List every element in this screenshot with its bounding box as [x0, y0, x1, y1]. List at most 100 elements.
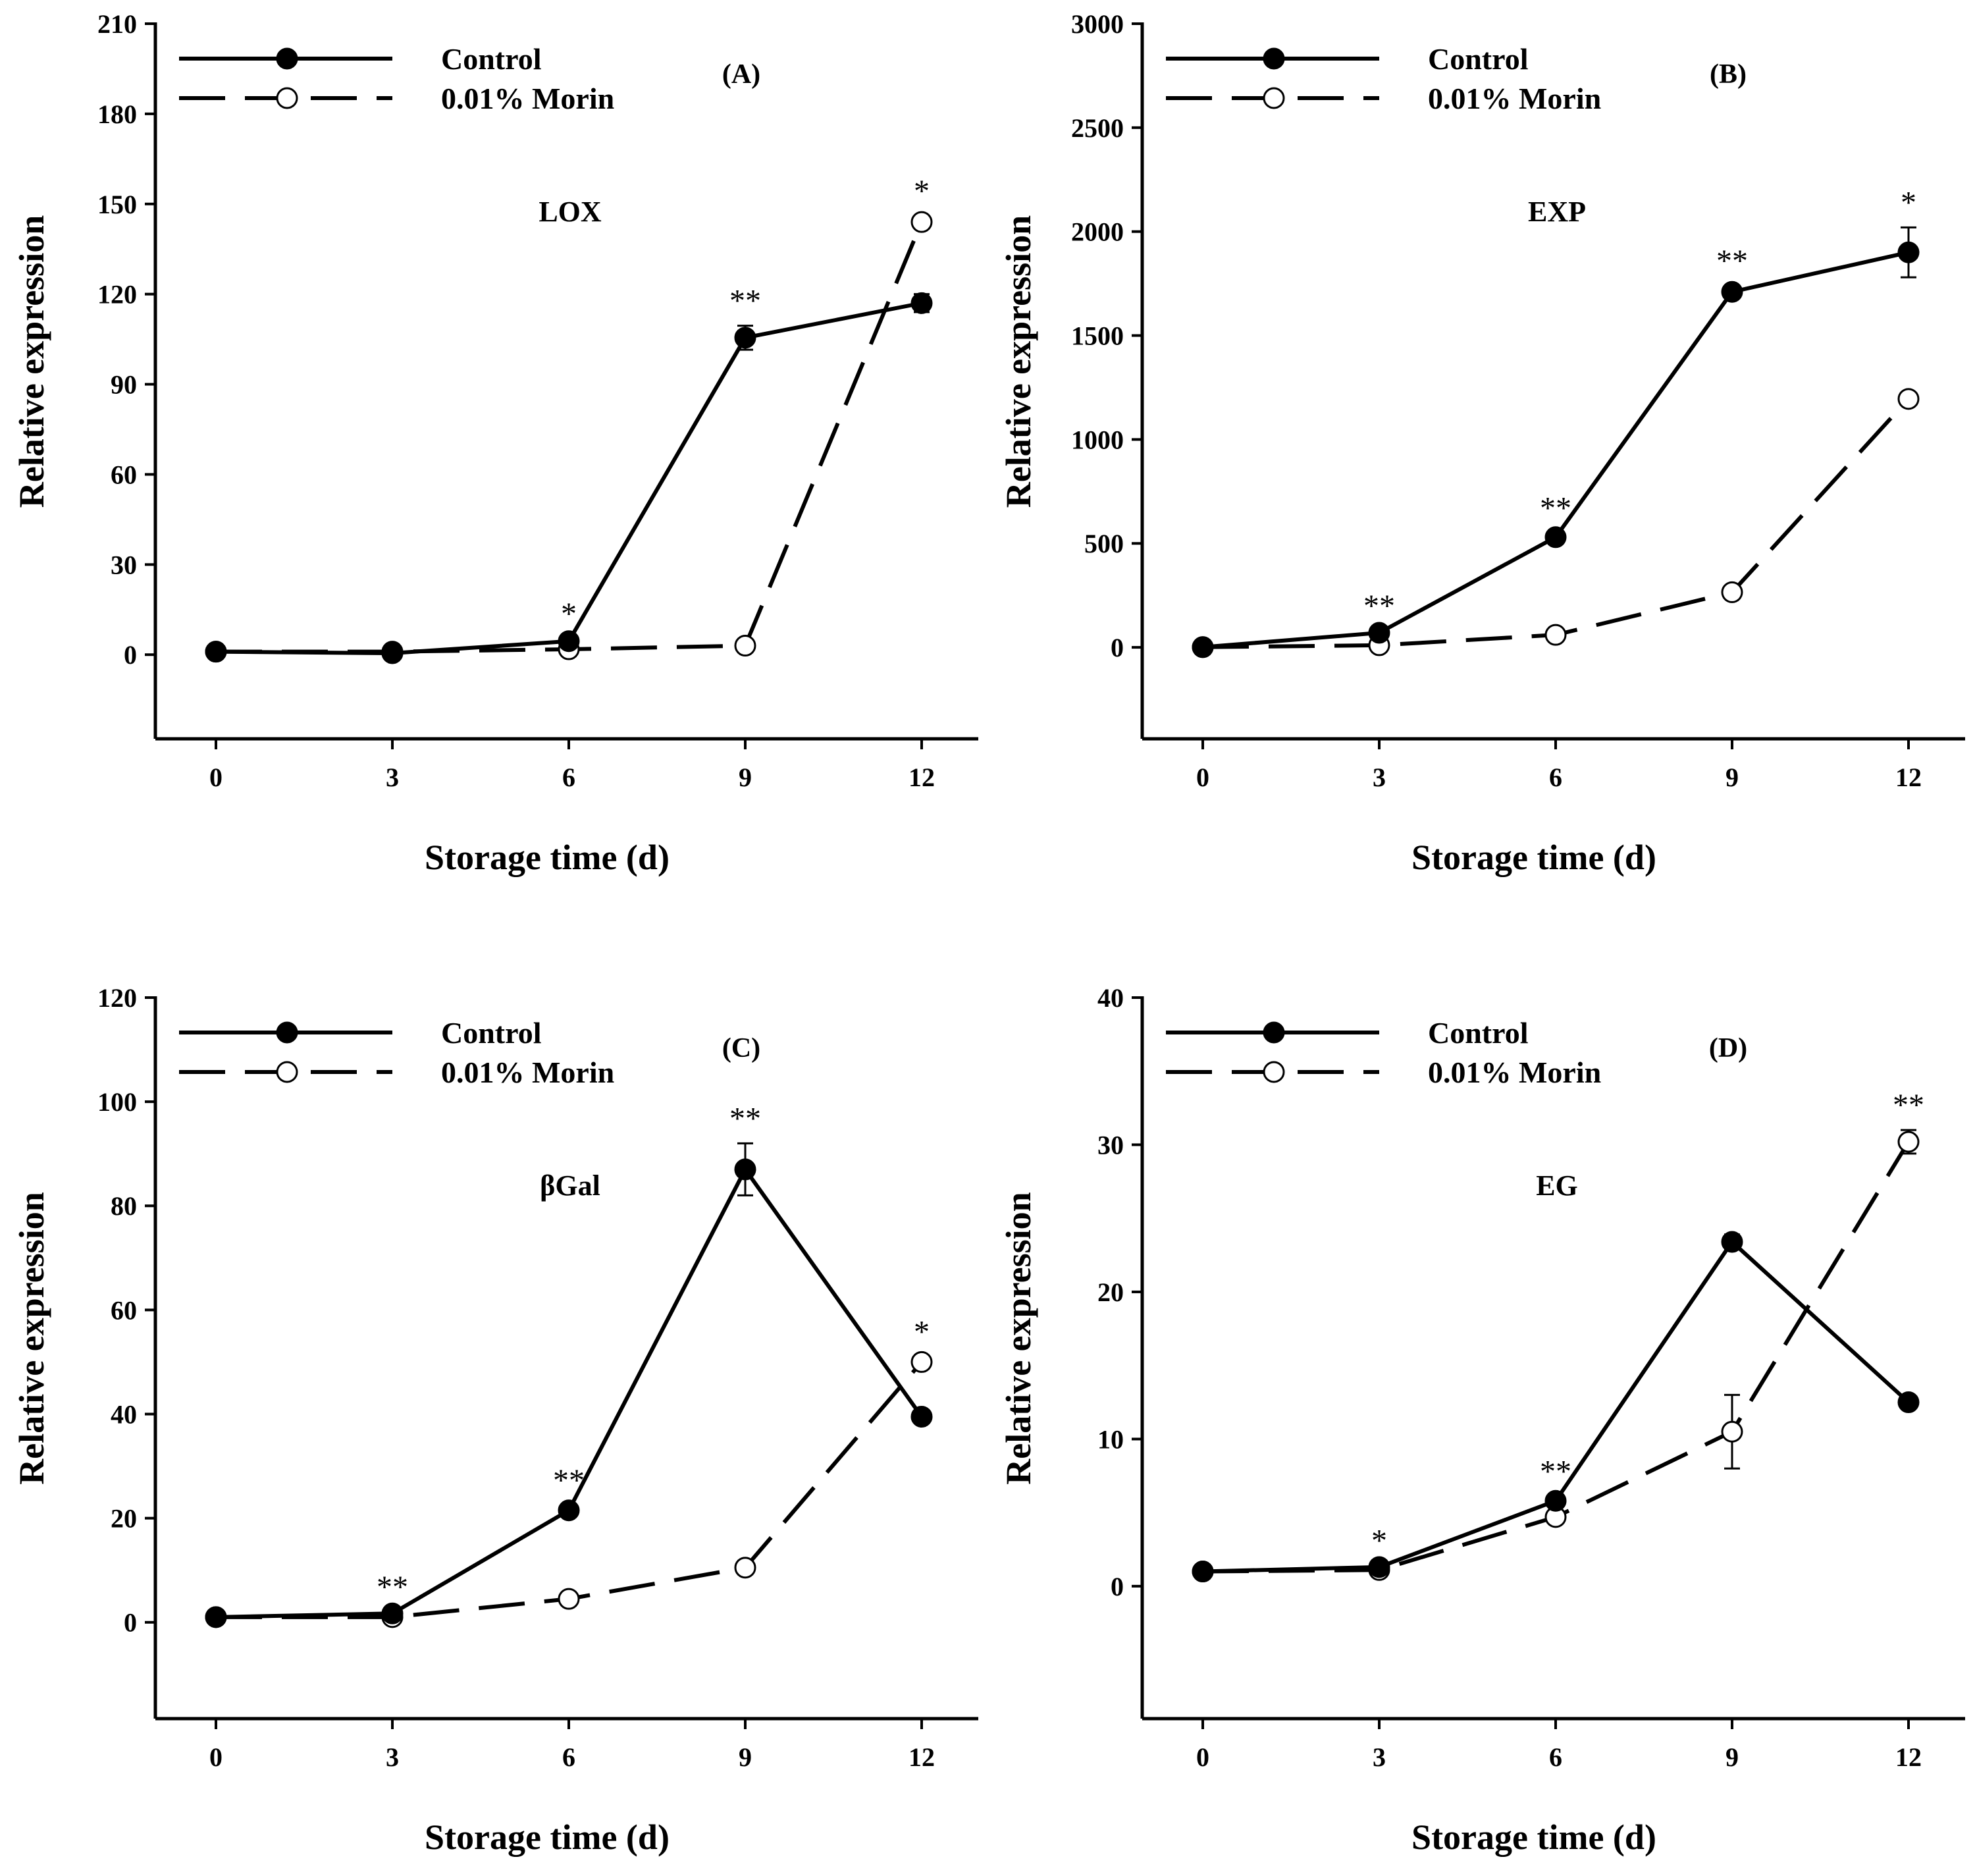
data-point-control	[205, 641, 227, 663]
gene-label: βGal	[540, 1169, 600, 1202]
data-point-control	[910, 1405, 933, 1428]
data-point-morin	[734, 1557, 756, 1579]
significance-marker: **	[377, 1570, 408, 1605]
significance-marker: *	[1901, 185, 1916, 220]
legend-control-marker	[276, 1021, 298, 1044]
y-tick-label: 180	[97, 99, 137, 129]
y-tick-label: 120	[97, 983, 137, 1013]
series-line-control	[1202, 250, 1909, 649]
y-tick-label: 60	[111, 1295, 137, 1325]
data-point-control	[734, 1158, 756, 1181]
x-axis-title: Storage time (d)	[425, 838, 670, 877]
data-point-control	[381, 642, 404, 664]
data-point-control	[1544, 1489, 1567, 1512]
y-tick-label: 90	[111, 370, 137, 400]
y-tick-label: 60	[111, 460, 137, 489]
significance-marker: **	[1540, 491, 1571, 525]
data-point-morin	[910, 211, 933, 233]
data-point-control	[205, 1606, 227, 1628]
y-axis-title: Relative expression	[999, 215, 1038, 508]
x-tick-label: 0	[209, 763, 223, 792]
x-tick-label: 3	[1373, 1742, 1386, 1772]
x-tick-label: 12	[1895, 763, 1922, 792]
x-axis-title: Storage time (d)	[425, 1817, 670, 1857]
data-point-control	[1721, 1231, 1743, 1253]
panel-b: 0 500 1000 1500 2000 2500 3000 0 3 6 9 12 Storage ti…	[999, 9, 1965, 877]
y-tick-label: 1000	[1071, 425, 1124, 454]
panel-label: (A)	[722, 59, 760, 90]
y-tick-label: 10	[1097, 1424, 1124, 1454]
significance-marker: **	[729, 284, 761, 319]
legend-morin-marker	[1263, 87, 1285, 109]
y-tick-label: 0	[124, 640, 137, 670]
data-point-control	[1544, 526, 1567, 549]
gene-label: EXP	[1528, 196, 1586, 228]
y-tick-label: 2000	[1071, 217, 1124, 247]
gene-label: LOX	[539, 196, 602, 228]
data-point-control	[1897, 241, 1920, 263]
legend-control-label: Control	[441, 1016, 542, 1050]
data-point-morin	[1897, 1131, 1920, 1153]
data-point-morin	[1721, 1420, 1743, 1443]
x-tick-label: 0	[1196, 1742, 1209, 1772]
data-point-control	[381, 1602, 404, 1624]
x-tick-label: 6	[1549, 763, 1562, 792]
x-tick-label: 6	[562, 1742, 575, 1772]
y-tick-label: 0	[1111, 633, 1124, 662]
x-axis-title: Storage time (d)	[1411, 1817, 1656, 1857]
x-tick-label: 0	[1196, 763, 1209, 792]
significance-marker: **	[1363, 589, 1395, 624]
panel-label: (C)	[722, 1033, 760, 1063]
data-point-control	[1192, 636, 1214, 658]
data-point-morin	[558, 1588, 580, 1610]
data-point-control	[1192, 1561, 1214, 1583]
y-tick-label: 120	[97, 280, 137, 309]
x-tick-label: 9	[1725, 1742, 1739, 1772]
x-tick-label: 3	[386, 1742, 399, 1772]
gene-label: EG	[1536, 1169, 1578, 1202]
data-point-control	[1368, 622, 1390, 644]
data-point-morin	[910, 1351, 933, 1373]
data-point-control	[1368, 1556, 1390, 1578]
x-tick-label: 9	[739, 1742, 752, 1772]
y-tick-label: 1500	[1071, 321, 1124, 351]
legend-control-label: Control	[1428, 42, 1529, 76]
x-tick-label: 9	[1725, 763, 1739, 792]
series-line-morin	[216, 221, 924, 654]
y-tick-label: 3000	[1071, 9, 1124, 39]
significance-marker: *	[914, 174, 930, 209]
x-tick-label: 6	[1549, 1742, 1562, 1772]
panel-label: (D)	[1709, 1033, 1747, 1063]
panel-a: 0 30 60 90 120 150 180 210 0 3 6 9 12 Storage time (d…	[12, 9, 978, 877]
y-tick-label: 150	[97, 190, 137, 219]
legend-control-marker	[1263, 1021, 1285, 1044]
y-tick-label: 500	[1084, 529, 1124, 558]
significance-marker: *	[1371, 1524, 1387, 1559]
x-tick-label: 12	[1895, 1742, 1922, 1772]
y-axis-title: Relative expression	[12, 1192, 51, 1484]
x-tick-label: 3	[386, 763, 399, 792]
data-point-control	[1897, 1391, 1920, 1414]
x-tick-label: 3	[1373, 763, 1386, 792]
x-tick-label: 9	[739, 763, 752, 792]
significance-marker: **	[1540, 1455, 1571, 1489]
significance-marker: **	[729, 1101, 761, 1136]
y-tick-label: 30	[111, 550, 137, 579]
x-tick-label: 0	[209, 1742, 223, 1772]
y-tick-label: 80	[111, 1191, 137, 1221]
y-tick-label: 0	[124, 1608, 137, 1638]
y-tick-label: 40	[1097, 983, 1124, 1013]
data-point-morin	[1721, 581, 1743, 603]
data-point-morin	[1897, 388, 1920, 410]
y-tick-label: 210	[97, 9, 137, 39]
y-tick-label: 20	[1097, 1277, 1124, 1307]
legend-control-marker	[276, 47, 298, 70]
y-tick-label: 20	[111, 1504, 137, 1534]
panel-c: 0 20 40 60 80 100 120 0 3 6 9 12 Storage time (d) Rel…	[12, 983, 978, 1857]
legend-morin-marker	[276, 1061, 298, 1083]
data-point-control	[558, 630, 580, 653]
y-tick-label: 100	[97, 1087, 137, 1117]
legend-morin-marker	[1263, 1061, 1285, 1083]
